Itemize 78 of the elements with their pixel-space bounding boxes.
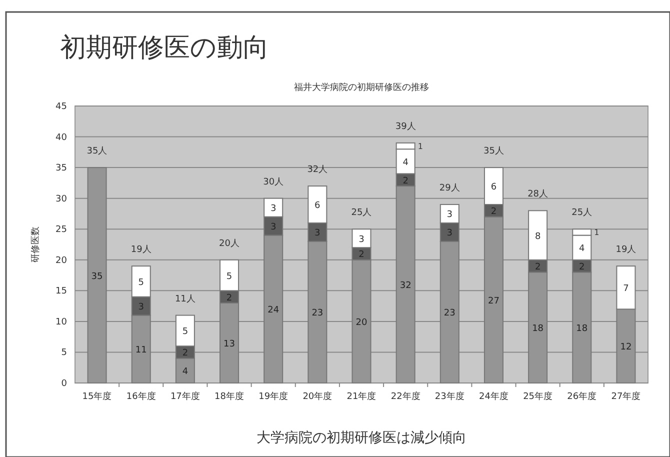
data-label: 23 [444, 308, 456, 319]
y-tick-label: 45 [56, 102, 67, 112]
data-label: 1 [594, 228, 600, 238]
total-label: 25人 [572, 207, 592, 218]
data-label: 4 [402, 158, 409, 168]
data-label: 3 [446, 228, 453, 239]
total-label: 29人 [439, 182, 460, 194]
x-tick-label: 19年度 [258, 391, 288, 402]
total-label: 35人 [484, 146, 504, 157]
x-tick-label: 15年度 [82, 391, 112, 402]
data-label: 12 [620, 342, 632, 353]
data-label: 23 [312, 308, 324, 319]
data-label: 35 [91, 272, 103, 282]
y-tick-label: 5 [61, 348, 67, 358]
data-label: 5 [138, 278, 144, 288]
chart-subtitle: 福井大学病院の初期研修医の推移 [294, 82, 429, 93]
data-label: 3 [138, 302, 144, 313]
data-label: 2 [182, 348, 188, 359]
total-label: 25人 [351, 207, 372, 218]
data-label: 2 [358, 250, 364, 260]
y-tick-label: 10 [56, 317, 68, 328]
data-label: 8 [534, 232, 541, 242]
y-tick-label: 15 [56, 286, 67, 297]
y-tick-label: 0 [61, 379, 68, 389]
data-label: 2 [534, 262, 541, 273]
total-label: 20人 [219, 238, 240, 249]
data-label: 2 [402, 176, 408, 186]
x-tick-label: 18年度 [214, 391, 244, 402]
total-label: 39人 [395, 120, 416, 132]
data-label: 1 [418, 142, 423, 152]
data-label: 18 [532, 324, 544, 334]
data-label: 3 [314, 228, 320, 239]
data-label: 4 [579, 244, 586, 254]
x-tick-label: 20年度 [302, 391, 332, 402]
total-label: 30人 [263, 176, 284, 188]
chart-title: 初期研修医の動向 [60, 33, 269, 63]
data-label: 3 [358, 234, 364, 245]
x-tick-label: 26年度 [567, 391, 597, 402]
x-tick-label: 16年度 [126, 391, 156, 402]
data-label: 18 [576, 324, 588, 334]
data-label: 24 [268, 306, 280, 316]
text: 大学病院の初期研修医は減少傾向 [256, 430, 466, 446]
y-tick-label: 20 [56, 256, 68, 266]
x-tick-label: 22年度 [390, 391, 420, 402]
data-label: 6 [314, 200, 321, 211]
data-label: 13 [224, 339, 235, 350]
data-label: 20 [356, 318, 368, 328]
y-tick-label: 35 [56, 164, 67, 174]
data-label: 4 [182, 367, 188, 378]
total-label: 11人 [174, 293, 196, 304]
data-label: 3 [270, 204, 276, 214]
total-label: 19人 [616, 244, 636, 256]
data-label: 27 [488, 296, 500, 306]
total-label: 32人 [307, 164, 328, 176]
y-tick-label: 25 [56, 225, 67, 236]
x-tick-label: 23年度 [434, 391, 464, 402]
x-tick-label: 21年度 [346, 391, 376, 402]
x-tick-label: 17年度 [170, 391, 200, 402]
data-label: 2 [226, 293, 232, 304]
data-label: 11 [135, 346, 147, 356]
total-label: 19人 [130, 244, 152, 256]
data-label: 6 [490, 182, 497, 193]
x-tick-label: 24年度 [479, 391, 508, 402]
data-label: 2 [579, 262, 585, 273]
data-label: 3 [446, 210, 453, 220]
data-label: 3 [270, 222, 276, 233]
total-label: 28人 [528, 188, 548, 200]
y-tick-label: 30 [56, 194, 68, 204]
y-axis-title: 研修医数 [30, 226, 41, 262]
x-tick-label: 25年度 [523, 391, 553, 402]
data-label: 32 [400, 281, 412, 292]
data-label: 2 [490, 207, 497, 218]
data-label: 5 [226, 272, 232, 282]
data-label: 7 [623, 284, 629, 294]
x-tick-label: 27年度 [611, 391, 641, 402]
y-tick-label: 40 [56, 132, 68, 143]
data-label: 5 [182, 327, 188, 338]
total-label: 35人 [86, 146, 108, 157]
